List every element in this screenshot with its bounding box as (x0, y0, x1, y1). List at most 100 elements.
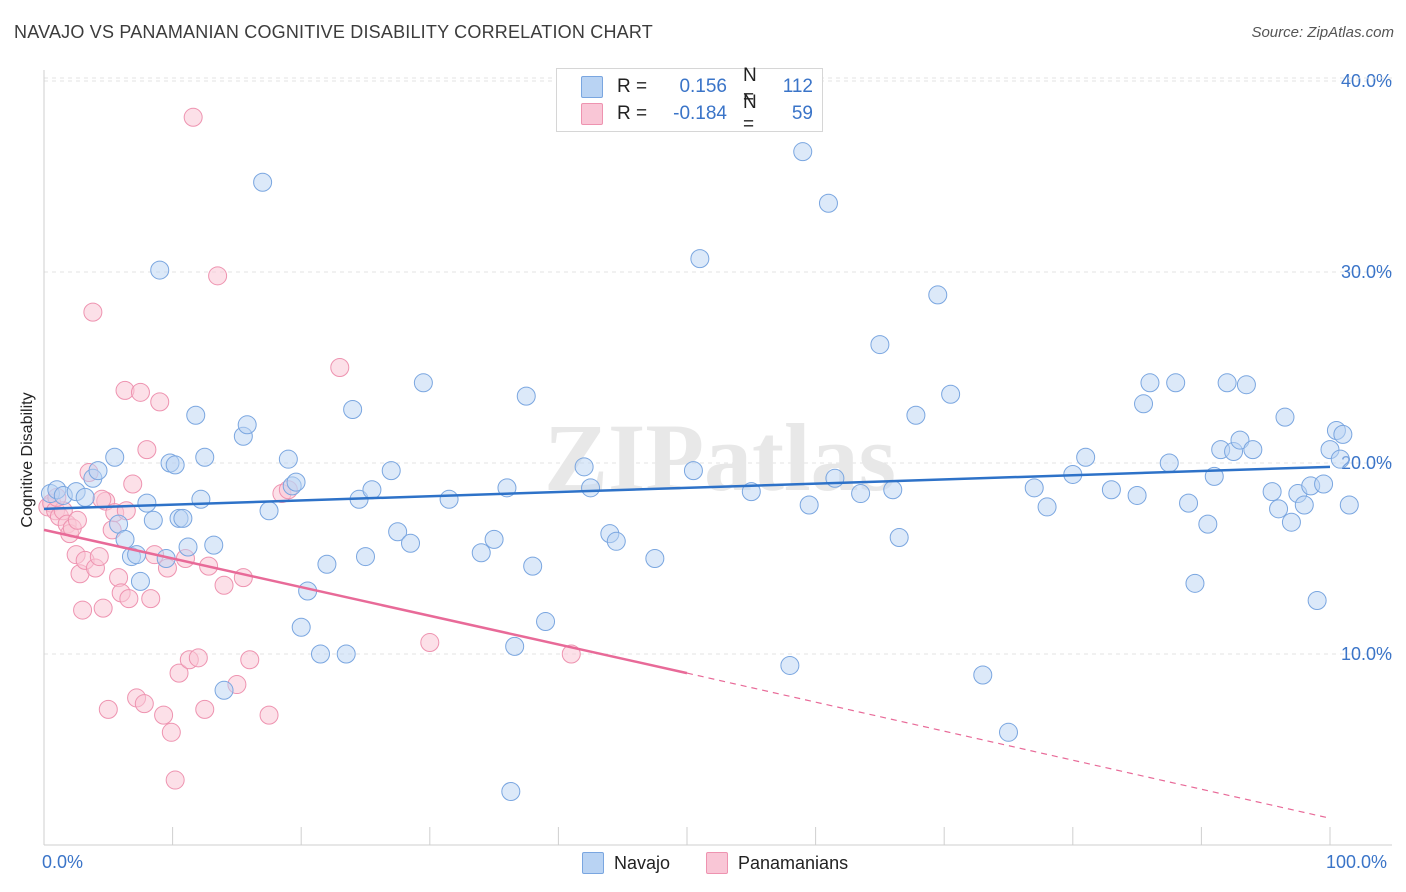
panamanians-point (161, 722, 181, 742)
navajo-point (1134, 394, 1154, 414)
navajo-point (1314, 474, 1334, 494)
navajo-point (1024, 478, 1044, 498)
navajo-point (523, 556, 543, 576)
panamanians-swatch (706, 852, 728, 874)
navajo-point (606, 531, 626, 551)
panamanians-point (67, 510, 87, 530)
panamanians-point (259, 705, 279, 725)
panamanians-point (240, 650, 260, 670)
panamanians-point (119, 589, 139, 609)
navajo-point (336, 644, 356, 664)
panamanians-trend-extension (686, 672, 1331, 819)
navajo-point (291, 617, 311, 637)
legend-n-label: N = (743, 92, 757, 135)
navajo-point (1281, 512, 1301, 532)
panamanians-point (165, 770, 185, 790)
panamanians-point (330, 358, 350, 377)
y-axis-label: Cognitive Disability (19, 392, 36, 528)
y-tick-label: 10.0% (1341, 644, 1392, 664)
navajo-point (401, 533, 421, 553)
legend-r-value: 0.156 (679, 76, 727, 97)
navajo-point (214, 680, 234, 700)
navajo-point (471, 543, 491, 563)
panamanians-point (141, 589, 161, 609)
navajo-point (501, 782, 521, 802)
navajo-point (362, 480, 382, 500)
navajo-point (645, 549, 665, 568)
navajo-point (818, 193, 838, 213)
navajo-point (413, 373, 433, 393)
navajo-point (1333, 424, 1353, 444)
navajo-point (204, 535, 224, 555)
navajo-point (516, 386, 536, 406)
navajo-point (484, 529, 504, 549)
navajo-point (178, 537, 198, 557)
navajo-point (259, 501, 279, 521)
navajo-point (825, 468, 845, 488)
navajo-point (690, 249, 710, 269)
navajo-point (237, 415, 257, 435)
navajo-point (799, 495, 819, 515)
navajo-point (883, 480, 903, 500)
navajo-point (741, 482, 761, 502)
navajo-point (793, 142, 813, 162)
navajo-point (906, 405, 926, 425)
navajo-point (191, 489, 211, 509)
navajo-point (88, 461, 108, 481)
navajo-point (253, 172, 273, 192)
navajo-point (889, 527, 909, 547)
panamanians-point (98, 699, 118, 719)
legend-n-value: 112 (782, 76, 813, 97)
legend-n-value: 59 (791, 103, 813, 124)
navajo-point (1159, 453, 1179, 473)
navajo-point (1330, 449, 1350, 469)
navajo-point (1236, 375, 1256, 395)
navajo-point (1339, 495, 1359, 515)
panamanians-point (233, 568, 253, 588)
navajo-point (356, 547, 375, 567)
navajo-point (1037, 497, 1057, 517)
panamanians-point (83, 302, 103, 322)
navajo-point (1262, 482, 1282, 502)
navajo-point (1185, 573, 1205, 593)
navajo-point (1166, 373, 1186, 393)
navajo-point (150, 260, 170, 280)
panamanians-point (150, 392, 170, 412)
navajo-point (310, 644, 330, 664)
panamanians-point (214, 575, 234, 595)
panamanians-point (123, 474, 143, 494)
legend-r-value: -0.184 (673, 103, 727, 124)
navajo-point (870, 335, 890, 355)
navajo-point (165, 455, 185, 475)
legend-n-label: N = (743, 65, 757, 108)
navajo-swatch (582, 852, 604, 874)
navajo-point (1076, 447, 1096, 467)
panamanians-point (93, 598, 113, 618)
navajo-trend-line (43, 465, 1331, 511)
navajo-point (928, 285, 948, 305)
legend-row-navajo: R = 0.156 N = 112 (581, 65, 813, 108)
y-tick-label: 30.0% (1341, 262, 1392, 282)
navajo-point (1243, 440, 1263, 460)
panamanians-point (188, 648, 208, 668)
navajo-point (1140, 373, 1160, 393)
y-tick-label: 40.0% (1341, 71, 1392, 91)
panamanians-point (195, 699, 215, 719)
bottom-legend-navajo-label: Navajo (614, 852, 671, 873)
navajo-point (105, 447, 125, 467)
navajo-point (999, 722, 1018, 742)
panamanians-point (208, 266, 228, 286)
panamanians-point (130, 382, 150, 402)
navajo-point (286, 472, 306, 492)
navajo-point (1307, 591, 1327, 611)
navajo-point (581, 478, 601, 498)
chart-title: NAVAJO VS PANAMANIAN COGNITIVE DISABILIT… (14, 22, 653, 42)
navajo-point (973, 665, 993, 685)
navajo-point (130, 571, 150, 591)
navajo-point (1127, 485, 1147, 505)
navajo-point (780, 655, 800, 675)
navajo-point (1217, 373, 1237, 393)
navajo-point (388, 522, 408, 542)
x-tick-max: 100.0% (1326, 852, 1388, 872)
navajo-point (195, 447, 215, 467)
